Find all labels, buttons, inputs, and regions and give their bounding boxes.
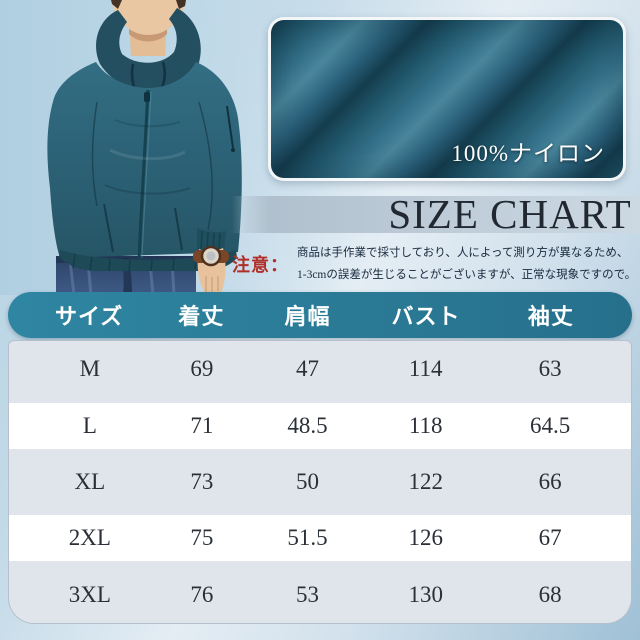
cell-bust: 130 [408,581,443,607]
size-row-2xl: 2XL 75 51.5 126 67 [9,510,631,566]
header-length: 着丈 [178,304,225,329]
notice: 注意： 商品は手作業で採寸しており、人によって測り方が異なるため、 1-3cmの… [232,242,638,287]
jacket-hem [59,250,237,272]
header-size: サイズ [54,304,124,329]
cell-shoulder: 51.5 [287,525,328,551]
header-shoulder: 肩幅 [284,304,331,329]
pocket-zippers [103,203,183,253]
front-zipper [137,89,150,261]
size-row-3xl: 3XL 76 53 130 68 [9,567,631,623]
cell-shoulder: 53 [296,581,320,607]
cell-sleeve: 64.5 [529,412,571,438]
cell-bust: 122 [408,469,443,495]
cell-shoulder: 47 [296,356,320,382]
cell-bust: 126 [408,525,443,551]
zipper-pull [144,92,150,102]
cell-sleeve: 66 [538,469,562,495]
sleeve-zipper [226,105,234,149]
notice-line-1: 商品は手作業で採寸しており、人によって測り方が異なるため、 [297,247,629,259]
size-chart-title: SIZE CHART [388,191,632,237]
header-bust: バスト [391,304,461,329]
fabric-material-label: 100%ナイロン [451,141,605,166]
notice-text: 商品は手作業で採寸しており、人によって測り方が異なるため、 1-3cmの誤差が生… [297,242,636,287]
cell-length: 71 [190,412,214,438]
cell-size: L [82,412,97,438]
jacket-body [47,62,242,261]
cell-size: 3XL [68,581,111,607]
cell-size: XL [74,469,106,495]
cell-sleeve: 67 [538,525,562,551]
title-band [232,196,640,233]
notice-line-2: 1-3cmの誤差が生じることがございますが、正常な現象ですので。 [297,269,637,282]
cell-shoulder: 50 [296,469,320,495]
cell-shoulder: 48.5 [287,412,328,438]
fabric-closeup: 100%ナイロン [268,17,626,181]
size-table: サイズ 着丈 肩幅 バスト 袖丈 M 69 47 114 63 L 71 48.… [8,292,632,624]
header-sleeve: 袖丈 [527,304,574,329]
size-table-body: M 69 47 114 63 L 71 48.5 118 64.5 XL 73 … [8,340,632,624]
notice-label: 注意： [232,255,289,276]
cell-length: 69 [190,356,214,382]
cell-length: 75 [190,525,214,551]
cell-sleeve: 63 [538,356,562,382]
cell-length: 76 [190,581,214,607]
cell-size: M [79,356,101,382]
cell-bust: 118 [408,412,443,438]
size-row-l: L 71 48.5 118 64.5 [9,397,631,453]
cell-size: 2XL [68,525,111,551]
size-table-header-row: サイズ 着丈 肩幅 バスト 袖丈 [8,292,632,338]
model-hand-watch [193,228,229,293]
size-row-xl: XL 73 50 122 66 [9,454,631,510]
size-row-m: M 69 47 114 63 [9,341,631,397]
cell-length: 73 [190,469,214,495]
cell-sleeve: 68 [538,581,562,607]
cell-bust: 114 [408,356,443,382]
model-head [111,0,186,56]
